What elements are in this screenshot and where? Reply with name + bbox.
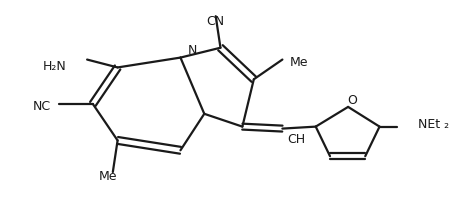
Text: O: O xyxy=(347,93,357,106)
Text: CN: CN xyxy=(207,15,225,27)
Text: NEt ₂: NEt ₂ xyxy=(418,118,449,131)
Text: NC: NC xyxy=(33,100,51,113)
Text: N: N xyxy=(188,44,198,57)
Text: Me: Me xyxy=(290,56,308,69)
Text: H₂N: H₂N xyxy=(43,60,66,73)
Text: CH: CH xyxy=(287,132,305,145)
Text: Me: Me xyxy=(99,170,117,183)
